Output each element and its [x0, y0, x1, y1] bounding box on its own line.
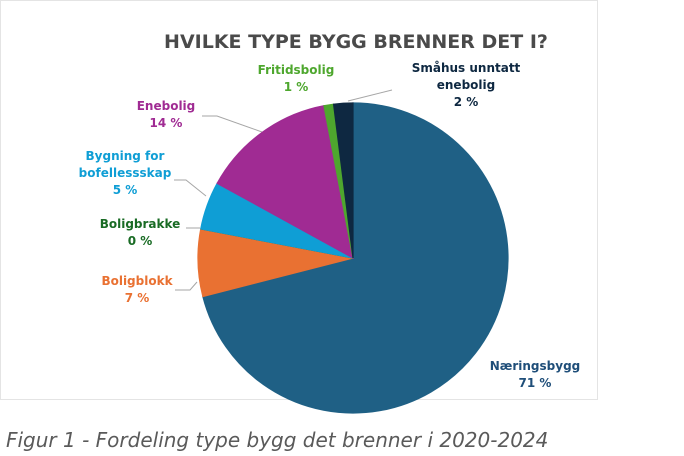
value-label: 0 % [127, 234, 153, 248]
leader-line [174, 179, 207, 197]
value-label: 71 % [518, 376, 552, 390]
slice-label: Enebolig 14 % [116, 98, 216, 132]
slice-label: Næringsbygg 71 % [485, 358, 585, 392]
value-label: 5 % [112, 183, 138, 197]
category-label: Småhus unntatt enebolig [411, 61, 521, 92]
slice-label: Småhus unntatt enebolig 2 % [410, 60, 522, 111]
category-label: Næringsbygg [489, 359, 581, 373]
value-label: 14 % [149, 116, 183, 130]
leader-line [347, 89, 393, 102]
category-label: Boligblokk [101, 274, 173, 288]
value-label: 1 % [283, 80, 309, 94]
leader-lines [174, 89, 393, 291]
pie-slice [202, 102, 509, 414]
category-label: Fritidsbolig [257, 63, 335, 77]
category-label: Enebolig [136, 99, 196, 113]
leader-line [175, 281, 198, 291]
slice-label: Boligbrakke 0 % [90, 216, 190, 250]
leader-line [202, 115, 263, 133]
chart: HVILKE TYPE BYGG BRENNER DET I? [164, 31, 548, 414]
pie-slice [332, 102, 354, 259]
category-label: Bygning for bofellessskap [78, 149, 172, 180]
category-label: Boligbrakke [99, 217, 181, 231]
figure-caption: Figur 1 - Fordeling type bygg det brenne… [6, 428, 549, 452]
chart-title: HVILKE TYPE BYGG BRENNER DET I? [164, 31, 548, 53]
value-label: 7 % [124, 291, 150, 305]
pie-slice [216, 105, 354, 260]
slice-label: Fritidsbolig 1 % [246, 62, 346, 96]
slice-label: Bygning for bofellessskap 5 % [70, 148, 180, 199]
slice-label: Boligblokk 7 % [87, 273, 187, 307]
value-label: 2 % [453, 95, 479, 109]
